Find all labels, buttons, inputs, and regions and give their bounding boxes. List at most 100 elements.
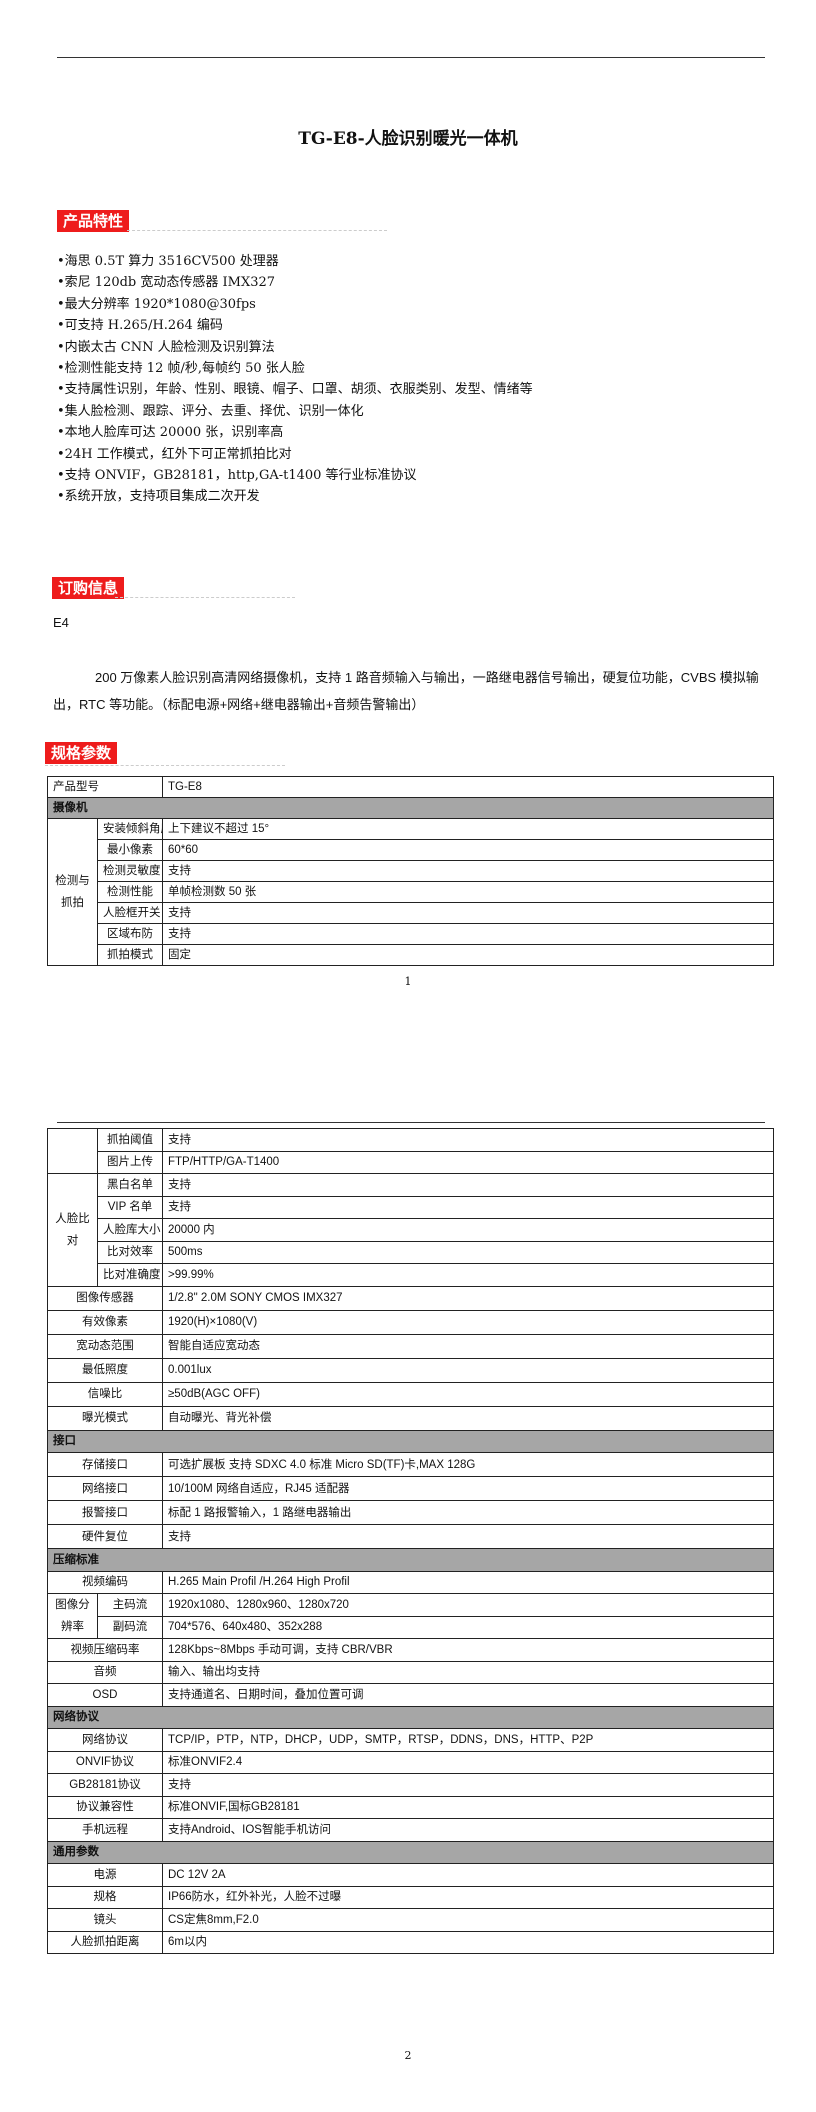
spec-label: 规格 xyxy=(47,1885,163,1909)
spec-sublabel: 最小像素 xyxy=(97,839,163,861)
spec-sublabel: 区域布防 xyxy=(97,923,163,945)
page-number: 2 xyxy=(404,2049,412,2062)
spec-value: CS定焦8mm,F2.0 xyxy=(162,1908,774,1932)
section-label: 订购信息 xyxy=(52,577,125,599)
table-row: 比对效率 500ms xyxy=(48,1240,774,1264)
spec-group-label: 检测与抓拍 xyxy=(47,818,98,966)
spec-value: 支持 xyxy=(162,1173,774,1197)
spec-table-part-2: 抓拍阈值 支持 图片上传 FTP/HTTP/GA-T1400 人脸比对 黑白名单 支持 VIP… xyxy=(47,1128,774,1954)
header-rule xyxy=(57,57,765,58)
table-row: 曝光模式 自动曝光、背光补偿 xyxy=(47,1405,774,1431)
table-row: 硬件复位 支持 xyxy=(47,1524,774,1549)
table-row: 检测性能 单帧检测数 50 张 xyxy=(48,881,774,903)
spec-label: 人脸抓拍距离 xyxy=(47,1930,163,1954)
spec-value: 支持Android、IOS智能手机访问 xyxy=(162,1818,774,1842)
spec-sublabel: 比对准确度 xyxy=(97,1263,163,1287)
table-row: 信噪比 ≥50dB(AGC OFF) xyxy=(47,1381,774,1407)
table-row: 检测灵敏度 支持 xyxy=(48,860,774,882)
table-row: 协议兼容性 标准ONVIF,国标GB28181 xyxy=(47,1795,774,1819)
feature-item: •集人脸检测、跟踪、评分、去重、择优、识别一体化 xyxy=(57,403,364,419)
table-row: 视频编码 H.265 Main Profil /H.264 High Profil xyxy=(47,1570,774,1594)
spec-label: GB28181协议 xyxy=(47,1773,163,1797)
spec-value: 20000 内 xyxy=(162,1218,774,1242)
table-row: 抓拍阈值 支持 xyxy=(47,1128,774,1174)
table-row: 人脸框开关 支持 xyxy=(48,902,774,924)
spec-value: ≥50dB(AGC OFF) xyxy=(162,1381,774,1407)
feature-item: •海思 0.5T 算力 3516CV500 处理器 xyxy=(57,254,279,269)
spec-value: 标准ONVIF,国标GB28181 xyxy=(162,1795,774,1819)
feature-item: •24H 工作模式，红外下可正常抓拍比对 xyxy=(57,446,292,462)
table-row: GB28181协议 支持 xyxy=(47,1773,774,1797)
dotted-divider xyxy=(115,597,295,598)
table-row: 人脸比对 黑白名单 支持 xyxy=(47,1173,774,1287)
spec-sublabel: VIP 名单 xyxy=(97,1195,163,1219)
spec-sublabel: 人脸框开关 xyxy=(97,902,163,924)
spec-sublabel: 比对效率 xyxy=(97,1240,163,1264)
dotted-divider xyxy=(127,230,387,231)
section-title: 网络协议 xyxy=(47,1705,774,1729)
spec-label: 镜头 xyxy=(47,1908,163,1932)
spec-value: H.265 Main Profil /H.264 High Profil xyxy=(162,1570,774,1594)
table-row: 电源 DC 12V 2A xyxy=(47,1863,774,1887)
feature-item: •支持属性识别，年龄、性别、眼镜、帽子、口罩、胡须、衣服类别、发型、情绪等 xyxy=(57,382,533,398)
spec-label: 视频编码 xyxy=(47,1570,163,1594)
feature-item: •内嵌太古 CNN 人脸检测及识别算法 xyxy=(57,339,275,355)
spec-value: 支持 xyxy=(162,1195,774,1219)
feature-item: •本地人脸库可达 20000 张，识别率高 xyxy=(57,425,284,441)
section-header-features: 产品特性 xyxy=(57,210,387,232)
spec-sublabel: 人脸库大小 xyxy=(97,1218,163,1242)
spec-value: >99.99% xyxy=(162,1263,774,1287)
spec-label: 网络协议 xyxy=(47,1728,163,1752)
table-row: 报警接口 标配 1 路报警输入，1 路继电器输出 xyxy=(47,1500,774,1525)
section-title: 接口 xyxy=(47,1429,774,1453)
spec-value: 支持 xyxy=(162,923,774,945)
table-section-row: 网络协议 xyxy=(47,1705,774,1729)
spec-sublabel: 安装倾斜角度 xyxy=(97,818,163,840)
table-row: 网络协议 TCP/IP，PTP，NTP，DHCP，UDP，SMTP，RTSP，DD… xyxy=(47,1728,774,1752)
spec-value: DC 12V 2A xyxy=(162,1863,774,1887)
spec-value: 智能自适应宽动态 xyxy=(162,1333,774,1359)
table-row: 副码流 704*576、640x480、352x288 xyxy=(48,1615,774,1639)
table-section-row: 通用参数 xyxy=(47,1840,774,1864)
spec-group-label xyxy=(47,1128,98,1174)
spec-label: 音频 xyxy=(47,1660,163,1684)
order-model: E4 xyxy=(53,615,69,630)
dotted-divider xyxy=(45,765,285,766)
spec-label: 网络接口 xyxy=(47,1476,163,1501)
spec-value: 10/100M 网络自适应，RJ45 适配器 xyxy=(162,1476,774,1501)
spec-label: 电源 xyxy=(47,1863,163,1887)
spec-value: 1920(H)×1080(V) xyxy=(162,1309,774,1335)
table-section-row: 接口 xyxy=(47,1429,774,1453)
table-row: 宽动态范围 智能自适应宽动态 xyxy=(47,1333,774,1359)
spec-value: TG-E8 xyxy=(162,776,774,798)
spec-label: 硬件复位 xyxy=(47,1524,163,1549)
section-label: 规格参数 xyxy=(45,742,118,764)
table-row: 最小像素 60*60 xyxy=(48,839,774,861)
spec-value: 支持 xyxy=(162,1773,774,1797)
spec-sublabel: 检测灵敏度 xyxy=(97,860,163,882)
section-title: 通用参数 xyxy=(47,1840,774,1864)
page-number: 1 xyxy=(404,975,412,988)
header-rule xyxy=(57,1122,765,1123)
spec-value: 单帧检测数 50 张 xyxy=(162,881,774,903)
table-row: 比对准确度 >99.99% xyxy=(48,1263,774,1287)
feature-item: •检测性能支持 12 帧/秒,每帧约 50 张人脸 xyxy=(57,361,305,377)
spec-sublabel: 主码流 xyxy=(97,1593,163,1617)
spec-value: 标配 1 路报警输入，1 路继电器输出 xyxy=(162,1500,774,1525)
table-row: 抓拍模式 固定 xyxy=(48,944,774,966)
table-row: 网络接口 10/100M 网络自适应，RJ45 适配器 xyxy=(47,1476,774,1501)
spec-value: 标准ONVIF2.4 xyxy=(162,1750,774,1774)
spec-sublabel: 副码流 xyxy=(97,1615,163,1639)
table-row: 音频 输入、输出均支持 xyxy=(47,1660,774,1684)
spec-value: 可选扩展板 支持 SDXC 4.0 标准 Micro SD(TF)卡,MAX 1… xyxy=(162,1452,774,1477)
feature-item: •索尼 120db 宽动态传感器 IMX327 xyxy=(57,275,276,291)
table-row: 镜头 CS定焦8mm,F2.0 xyxy=(47,1908,774,1932)
spec-value: 上下建议不超过 15° xyxy=(162,818,774,840)
spec-value: 固定 xyxy=(162,944,774,966)
spec-label: 视频压缩码率 xyxy=(47,1638,163,1662)
spec-label: 最低照度 xyxy=(47,1357,163,1383)
spec-sublabel: 黑白名单 xyxy=(97,1173,163,1197)
order-description: 200 万像素人脸识别高清网络摄像机，支持 1 路音频输入与输出，一路继电器信号… xyxy=(53,670,759,712)
spec-value: 0.001lux xyxy=(162,1357,774,1383)
feature-item: •系统开放，支持项目集成二次开发 xyxy=(57,489,260,505)
